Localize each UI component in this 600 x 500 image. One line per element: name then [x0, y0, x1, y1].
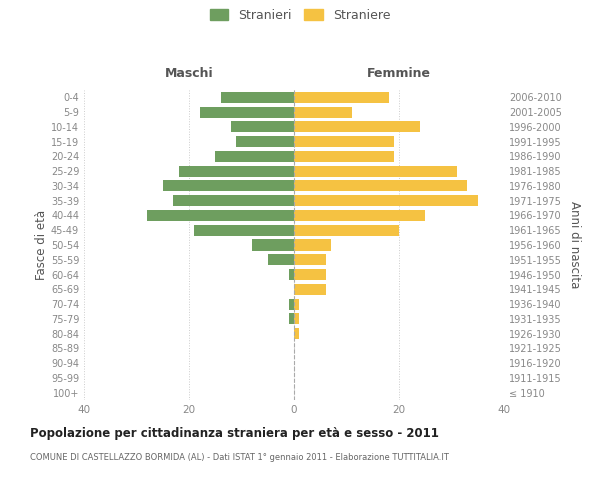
- Bar: [294, 328, 299, 339]
- Bar: [294, 92, 389, 103]
- Bar: [215, 151, 294, 162]
- Text: Femmine: Femmine: [367, 67, 431, 80]
- Bar: [294, 166, 457, 176]
- Legend: Stranieri, Straniere: Stranieri, Straniere: [209, 8, 391, 22]
- Bar: [179, 166, 294, 176]
- Bar: [194, 224, 294, 236]
- Bar: [163, 180, 294, 192]
- Bar: [221, 92, 294, 103]
- Bar: [199, 106, 294, 118]
- Bar: [294, 240, 331, 250]
- Bar: [294, 195, 478, 206]
- Bar: [289, 298, 294, 310]
- Bar: [294, 254, 325, 266]
- Bar: [236, 136, 294, 147]
- Y-axis label: Anni di nascita: Anni di nascita: [568, 202, 581, 288]
- Bar: [289, 269, 294, 280]
- Bar: [294, 180, 467, 192]
- Bar: [294, 122, 420, 132]
- Text: Maschi: Maschi: [164, 67, 214, 80]
- Bar: [294, 151, 394, 162]
- Bar: [294, 106, 352, 118]
- Text: COMUNE DI CASTELLAZZO BORMIDA (AL) - Dati ISTAT 1° gennaio 2011 - Elaborazione T: COMUNE DI CASTELLAZZO BORMIDA (AL) - Dat…: [30, 452, 449, 462]
- Bar: [252, 240, 294, 250]
- Bar: [294, 269, 325, 280]
- Bar: [294, 210, 425, 221]
- Bar: [147, 210, 294, 221]
- Text: Popolazione per cittadinanza straniera per età e sesso - 2011: Popolazione per cittadinanza straniera p…: [30, 428, 439, 440]
- Bar: [231, 122, 294, 132]
- Bar: [294, 224, 399, 236]
- Y-axis label: Fasce di età: Fasce di età: [35, 210, 48, 280]
- Bar: [294, 136, 394, 147]
- Bar: [294, 284, 325, 295]
- Bar: [173, 195, 294, 206]
- Bar: [268, 254, 294, 266]
- Bar: [289, 314, 294, 324]
- Bar: [294, 314, 299, 324]
- Bar: [294, 298, 299, 310]
